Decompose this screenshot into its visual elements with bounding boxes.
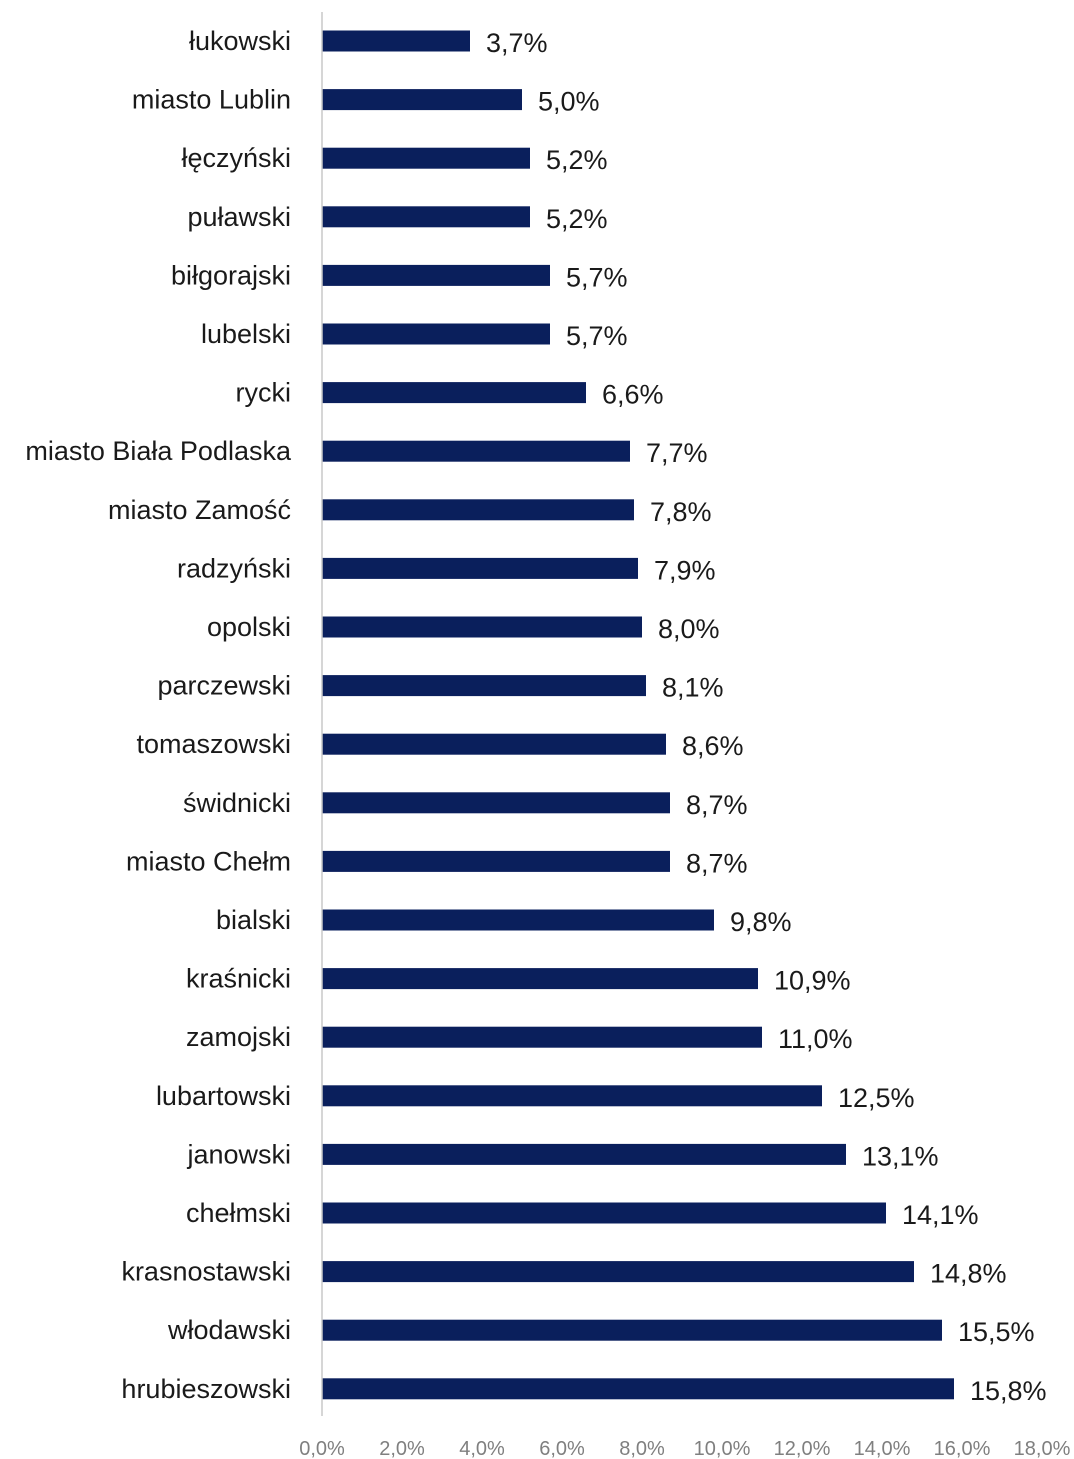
category-label: miasto Zamość <box>108 495 291 525</box>
category-labels-group: łukowski miasto Lublin łęczyński puławski bi… <box>25 26 292 1404</box>
category-label: janowski <box>186 1139 291 1169</box>
x-tick-labels-group: 0,0% 2,0% 4,0% 6,0% 8,0% 10,0% 12,0% 14,0% 16,0%… <box>299 1438 1070 1459</box>
data-label: 7,8% <box>650 497 712 527</box>
category-label: miasto Chełm <box>126 846 291 876</box>
category-label: krasnostawski <box>121 1257 291 1287</box>
bar <box>322 616 642 638</box>
data-label: 12,5% <box>838 1083 915 1113</box>
data-label: 8,7% <box>686 848 748 878</box>
category-label: biłgorajski <box>171 260 291 290</box>
category-label: puławski <box>187 202 291 232</box>
data-label: 8,0% <box>658 614 720 644</box>
bar <box>322 792 670 814</box>
bar <box>322 440 630 462</box>
data-label: 7,7% <box>646 438 708 468</box>
bar <box>322 557 638 579</box>
x-tick-label: 2,0% <box>379 1438 425 1459</box>
x-tick-label: 6,0% <box>539 1438 585 1459</box>
bar <box>322 147 530 169</box>
x-tick-label: 4,0% <box>459 1438 505 1459</box>
data-label: 15,5% <box>958 1317 1035 1347</box>
category-label: łukowski <box>189 26 291 56</box>
bar <box>322 1026 762 1048</box>
x-tick-label: 10,0% <box>694 1438 751 1459</box>
bar <box>322 30 470 52</box>
bar <box>322 733 666 755</box>
x-tick-label: 16,0% <box>934 1438 991 1459</box>
category-label: rycki <box>236 378 292 408</box>
category-label: opolski <box>207 612 291 642</box>
data-label: 8,1% <box>662 673 724 703</box>
data-label: 5,2% <box>546 145 608 175</box>
bars-group <box>322 30 954 1400</box>
data-label: 5,2% <box>546 204 608 234</box>
bar <box>322 1143 846 1165</box>
category-label: świdnicki <box>183 788 291 818</box>
category-label: miasto Biała Podlaska <box>25 436 292 466</box>
category-label: hrubieszowski <box>121 1374 291 1404</box>
bar <box>322 1085 822 1107</box>
x-tick-label: 8,0% <box>619 1438 665 1459</box>
data-label: 9,8% <box>730 907 792 937</box>
bar <box>322 1319 942 1341</box>
bar <box>322 1202 886 1224</box>
category-label: bialski <box>216 905 291 935</box>
x-tick-label: 14,0% <box>854 1438 911 1459</box>
data-label: 15,8% <box>970 1376 1047 1406</box>
data-label: 7,9% <box>654 555 716 585</box>
data-label: 6,6% <box>602 380 664 410</box>
data-label: 5,7% <box>566 262 628 292</box>
data-label: 14,1% <box>902 1200 979 1230</box>
x-tick-label: 12,0% <box>774 1438 831 1459</box>
data-label: 13,1% <box>862 1141 939 1171</box>
category-label: parczewski <box>157 671 291 701</box>
data-label: 5,0% <box>538 87 600 117</box>
bar <box>322 382 586 404</box>
x-tick-label: 18,0% <box>1014 1438 1071 1459</box>
category-label: lubelski <box>201 319 291 349</box>
bar <box>322 1261 914 1283</box>
category-label: zamojski <box>186 1022 291 1052</box>
category-label: tomaszowski <box>136 729 291 759</box>
data-label: 8,6% <box>682 731 744 761</box>
bar <box>322 968 758 990</box>
data-label: 14,8% <box>930 1259 1007 1289</box>
bar <box>322 264 550 286</box>
category-label: chełmski <box>186 1198 291 1228</box>
bar <box>322 89 522 111</box>
category-label: miasto Lublin <box>132 85 291 115</box>
category-label: lubartowski <box>156 1081 291 1111</box>
value-labels-group: 3,7% 5,0% 5,2% 5,2% 5,7% 5,7% 6,6% 7,7% 7,8% 7,9%… <box>486 28 1047 1406</box>
bar <box>322 323 550 345</box>
x-tick-label: 0,0% <box>299 1438 345 1459</box>
bar <box>322 675 646 697</box>
category-label: łęczyński <box>181 143 291 173</box>
bar <box>322 909 714 931</box>
category-label: włodawski <box>167 1315 291 1345</box>
data-label: 5,7% <box>566 321 628 351</box>
category-label: kraśnicki <box>186 964 291 994</box>
bar <box>322 499 634 521</box>
data-label: 8,7% <box>686 790 748 820</box>
bar <box>322 850 670 872</box>
data-label: 10,9% <box>774 966 851 996</box>
bar <box>322 206 530 228</box>
bar <box>322 1378 954 1400</box>
data-label: 3,7% <box>486 28 548 58</box>
category-label: radzyński <box>177 553 291 583</box>
data-label: 11,0% <box>778 1024 853 1054</box>
